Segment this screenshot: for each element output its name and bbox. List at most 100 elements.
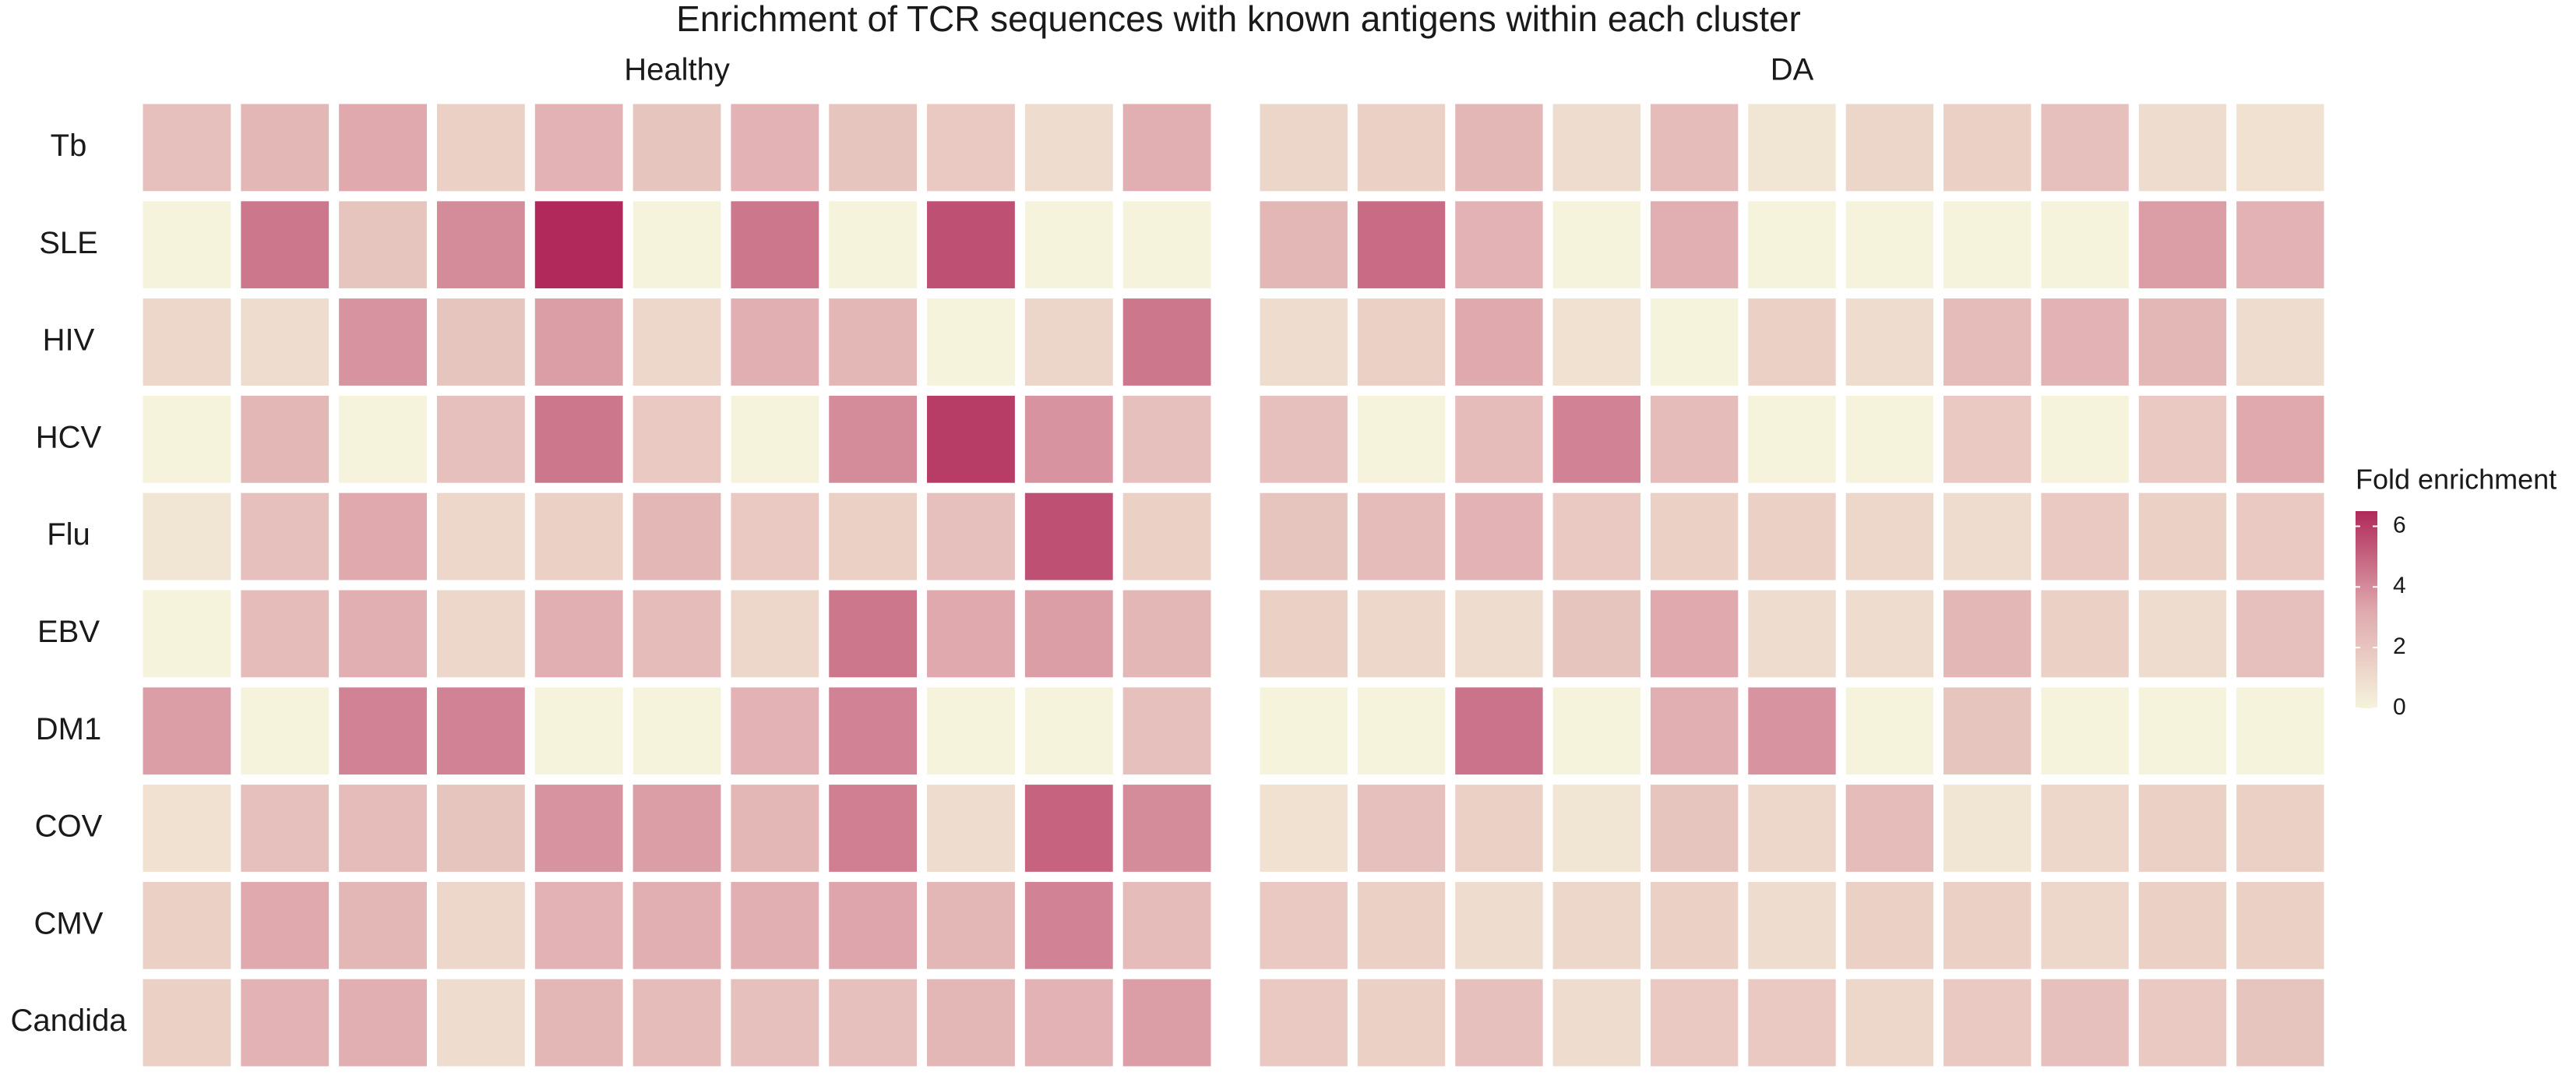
heat-cell	[2138, 687, 2227, 775]
heat-cell	[1943, 492, 2032, 580]
heat-cell	[2138, 104, 2227, 192]
heat-cell	[1845, 298, 1934, 386]
heat-cell	[2236, 298, 2324, 386]
heat-cell	[731, 395, 819, 483]
row-label: EBV	[37, 615, 100, 649]
heat-cell	[2236, 785, 2324, 872]
heat-cell	[1260, 590, 1348, 678]
heat-cell	[436, 979, 525, 1067]
heat-cell	[1552, 687, 1640, 775]
heat-cell	[1748, 298, 1836, 386]
heat-cell	[927, 687, 1015, 775]
heat-cell	[1024, 298, 1113, 386]
heat-cell	[2041, 201, 2129, 289]
heat-cell	[2138, 298, 2227, 386]
heat-cell	[1260, 687, 1348, 775]
heat-cell	[1122, 298, 1211, 386]
row-label: Tb	[51, 129, 87, 163]
heat-cell	[534, 881, 623, 969]
heat-cell	[731, 104, 819, 192]
heat-cell	[829, 104, 918, 192]
heat-cell	[436, 298, 525, 386]
heat-cell	[241, 785, 329, 872]
heat-cell	[1650, 590, 1739, 678]
heat-cell	[1845, 687, 1934, 775]
heat-cell	[927, 104, 1015, 192]
heat-cell	[2041, 979, 2129, 1067]
heat-cell	[1357, 590, 1446, 678]
heat-cell	[829, 590, 918, 678]
heat-cell	[731, 881, 819, 969]
heat-cell	[1357, 201, 1446, 289]
heat-cell	[436, 881, 525, 969]
heat-cell	[2041, 395, 2129, 483]
row-label: COV	[35, 810, 103, 844]
heat-cell	[534, 298, 623, 386]
heat-cell	[633, 395, 721, 483]
heat-cell	[1552, 395, 1640, 483]
heat-cell	[1455, 979, 1543, 1067]
heat-cell	[1122, 687, 1211, 775]
heat-cell	[731, 201, 819, 289]
heat-cell	[2041, 104, 2129, 192]
heat-cell	[143, 687, 231, 775]
heat-cell	[927, 785, 1015, 872]
heat-cell	[1024, 395, 1113, 483]
heat-cell	[633, 104, 721, 192]
heat-cell	[1748, 979, 1836, 1067]
heat-cell	[1024, 590, 1113, 678]
heat-cell	[1650, 104, 1739, 192]
heat-cell	[2041, 687, 2129, 775]
heat-cell	[534, 785, 623, 872]
heat-cell	[1552, 492, 1640, 580]
heat-cell	[1024, 687, 1113, 775]
heat-cell	[2041, 785, 2129, 872]
heat-cell	[2041, 590, 2129, 678]
row-label: HCV	[36, 420, 102, 454]
heat-cell	[731, 492, 819, 580]
heat-cell	[143, 590, 231, 678]
heat-cell	[731, 298, 819, 386]
heat-cell	[339, 785, 427, 872]
heat-cell	[927, 590, 1015, 678]
row-label: HIV	[43, 323, 95, 358]
heat-cell	[2138, 395, 2227, 483]
heat-cell	[2236, 492, 2324, 580]
row-label: Candida	[10, 1004, 127, 1038]
heat-cell	[731, 590, 819, 678]
heat-cell	[1943, 687, 2032, 775]
heat-cell	[633, 785, 721, 872]
heat-cell	[1357, 979, 1446, 1067]
heat-cell	[2236, 979, 2324, 1067]
heat-cell	[1552, 298, 1640, 386]
heat-cell	[1357, 785, 1446, 872]
row-label: SLE	[39, 226, 98, 260]
heat-cell	[1552, 785, 1640, 872]
heat-cell	[633, 979, 721, 1067]
heat-cell	[1357, 492, 1446, 580]
colorbar	[2356, 511, 2377, 708]
heat-cell	[2041, 492, 2129, 580]
heat-cell	[2138, 979, 2227, 1067]
heat-cell	[1943, 395, 2032, 483]
heat-cell	[143, 979, 231, 1067]
heat-cell	[1122, 492, 1211, 580]
heat-cell	[1748, 785, 1836, 872]
heat-cell	[436, 492, 525, 580]
heat-cell	[1845, 395, 1934, 483]
heat-cell	[1455, 785, 1543, 872]
heat-cell	[1024, 881, 1113, 969]
heat-cell	[633, 881, 721, 969]
heat-cell	[2236, 590, 2324, 678]
heat-cell	[143, 785, 231, 872]
heat-cell	[1357, 104, 1446, 192]
heat-cell	[2236, 104, 2324, 192]
heat-cell	[1260, 979, 1348, 1067]
heat-cell	[1650, 881, 1739, 969]
heat-cell	[534, 590, 623, 678]
heat-cell	[143, 881, 231, 969]
heat-cell	[339, 201, 427, 289]
heat-cell	[339, 492, 427, 580]
heat-cell	[2138, 785, 2227, 872]
heat-cell	[1650, 785, 1739, 872]
